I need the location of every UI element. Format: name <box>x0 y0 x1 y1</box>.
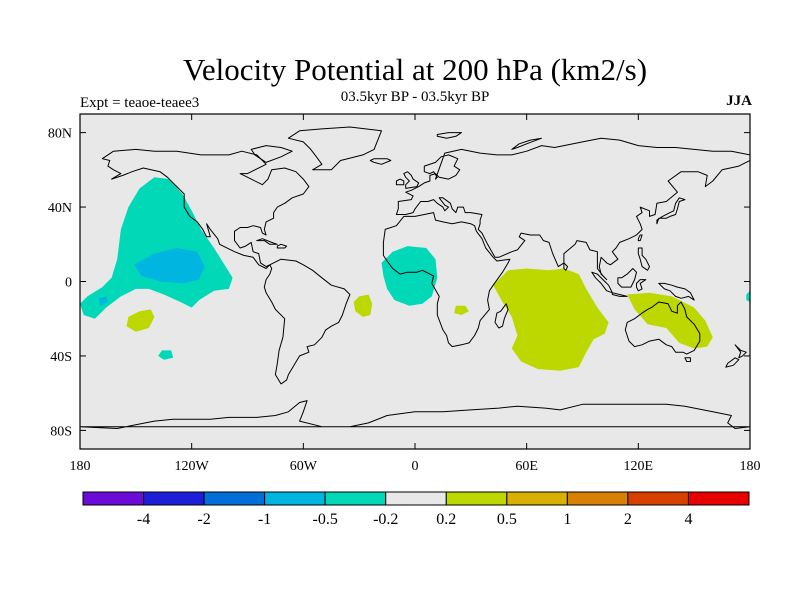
coastline-novaya-zemlya <box>511 137 543 150</box>
coastline-ireland <box>395 178 405 186</box>
field-northeast-pacific-core <box>134 248 205 284</box>
colorbar-label: -1 <box>258 511 271 528</box>
colorbar-swatch <box>264 491 326 506</box>
plot-subtitle: 03.5kyr BP - 03.5kyr BP <box>340 89 490 105</box>
colorbar-label: 1 <box>563 511 571 528</box>
colorbar-label: -4 <box>137 511 150 528</box>
coastline-south-america <box>263 258 351 385</box>
colorbar-swatch <box>203 491 266 506</box>
lon-tick-label: 180 <box>70 459 91 474</box>
lon-tick-label: 180 <box>740 459 761 474</box>
coastline-baffin <box>250 145 293 163</box>
field-australia-positive <box>627 292 713 349</box>
field-south-africa-positive <box>454 305 469 315</box>
field-south-atlantic-positive <box>353 294 373 317</box>
colorbar-swatch <box>143 491 205 506</box>
colorbar-swatch <box>566 491 629 506</box>
colorbar: -4 -2 -1 -0.5 -0.2 0.2 0.5 1 2 4 <box>82 491 750 528</box>
coastline-sulawesi <box>636 279 647 292</box>
colorbar-swatch <box>82 491 145 506</box>
lon-tick-label: 0 <box>412 459 419 474</box>
coastline-japan <box>656 197 686 225</box>
lon-tick-label: 120W <box>175 459 210 474</box>
coastline-north-america <box>101 148 310 269</box>
coastlines <box>80 126 750 429</box>
field-south-pacific-positive <box>126 309 155 332</box>
coastline-australia <box>624 301 701 355</box>
colorbar-label: 2 <box>624 511 632 528</box>
colorbar-label: 0.2 <box>436 511 456 528</box>
coastline-sri-lanka <box>563 262 569 271</box>
axis-ticks: 80N 40N 0 40S 80S 180 120W 60W 0 60E 120E 180 <box>48 114 761 474</box>
colorbar-label: 4 <box>684 511 692 528</box>
lat-tick-label: 0 <box>65 276 72 291</box>
coastline-cuba <box>256 238 278 245</box>
field-east-pacific-edge-negative <box>746 290 750 302</box>
field-indian-ocean-positive <box>493 268 609 371</box>
colorbar-swatch <box>687 491 750 506</box>
coastline-europe-asia <box>395 137 750 281</box>
coastline-new-zealand-north <box>734 344 747 359</box>
colorbar-swatch <box>506 491 568 506</box>
coastline-svalbard <box>436 132 462 139</box>
lat-tick-label: 80N <box>48 127 72 142</box>
colorbar-swatch <box>324 491 387 506</box>
coastline-greenland <box>287 126 382 171</box>
field-northeast-pacific-negative <box>80 177 233 319</box>
coastline-iceland <box>369 158 392 165</box>
lat-tick-label: 40N <box>48 201 72 216</box>
field-south-pacific-small-negative <box>158 350 174 360</box>
experiment-label: Expt = teaoe-teaee3 <box>80 95 200 111</box>
coastline-new-zealand-south <box>725 357 740 368</box>
colorbar-label: 0.5 <box>497 511 517 528</box>
field-central-pacific-small-core <box>98 296 108 306</box>
velocity-potential-fields <box>80 177 750 371</box>
colorbar-label: -0.5 <box>313 511 338 528</box>
colorbar-swatch <box>445 491 508 506</box>
colorbar-label: -2 <box>197 511 210 528</box>
coastline-africa <box>382 212 511 348</box>
coastline-hispaniola <box>276 243 288 249</box>
coastline-borneo <box>617 268 637 288</box>
colorbar-swatch <box>627 491 689 506</box>
coastline-madagascar <box>494 303 509 329</box>
coastline-philippines <box>637 247 650 271</box>
lon-tick-label: 60E <box>515 459 538 474</box>
coastline-great-britain <box>403 171 420 189</box>
coastline-new-guinea <box>658 282 695 301</box>
field-west-africa-negative <box>381 246 438 306</box>
coastline-tasmania <box>684 357 691 362</box>
lat-tick-label: 40S <box>50 350 72 365</box>
colorbar-swatch <box>385 491 447 506</box>
coastline-java <box>611 292 628 297</box>
season-label: JJA <box>726 93 752 109</box>
lon-tick-label: 60W <box>290 459 318 474</box>
plot-title: Velocity Potential at 200 hPa (km2/s) <box>182 52 648 87</box>
lon-tick-label: 120E <box>624 459 654 474</box>
coastline-antarctica <box>80 400 750 429</box>
colorbar-label: -0.2 <box>373 511 398 528</box>
lat-tick-label: 80S <box>50 424 72 439</box>
coastline-taiwan <box>637 234 643 242</box>
